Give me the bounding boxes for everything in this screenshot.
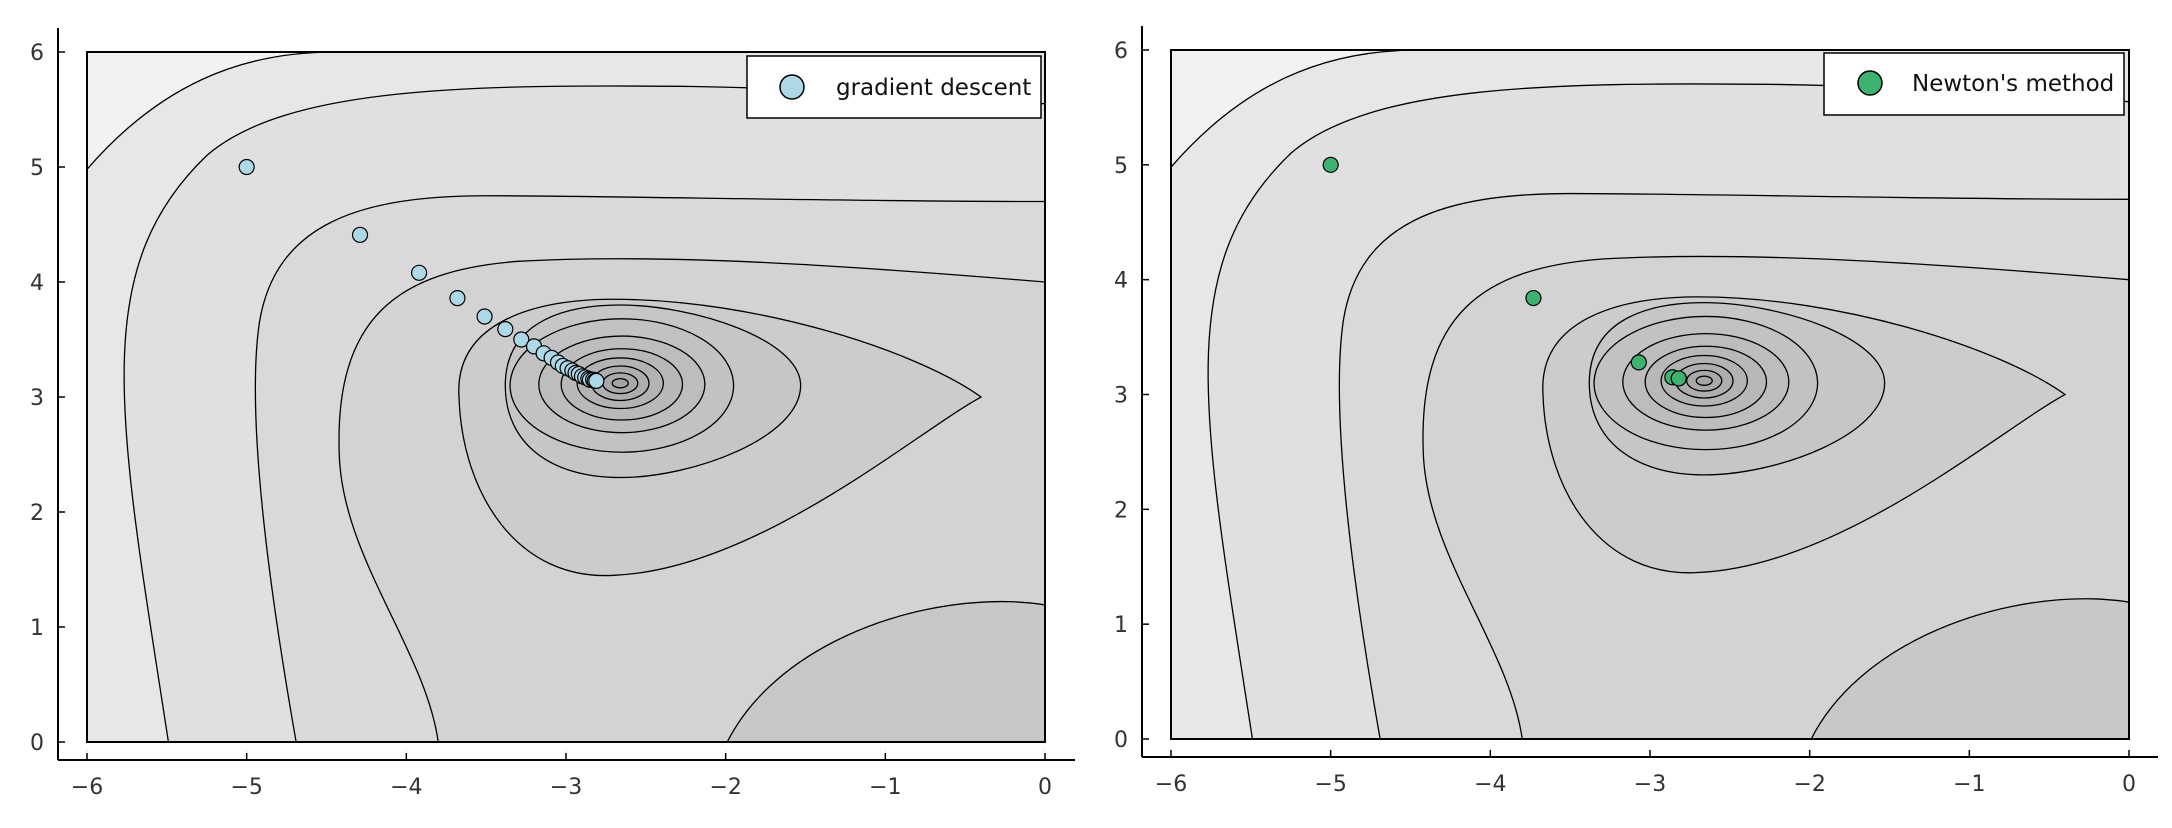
y-tick-label: 1 [1114, 613, 1128, 638]
data-point [588, 372, 605, 389]
y-tick-label: 5 [30, 156, 44, 181]
x-tick-label: −4 [1474, 772, 1506, 797]
contour-map [1171, 50, 2129, 739]
x-tick-label: −1 [1953, 772, 1985, 797]
data-point [1322, 156, 1339, 173]
data-point [513, 331, 530, 348]
axis-ticks: −6 −5 −4 −3 −2 −1 0 0 1 2 3 4 5 6 [1114, 39, 2136, 797]
x-tick-label: −5 [230, 775, 262, 800]
legend-label: Newton's method [1912, 71, 2114, 97]
contour-ring-8 [612, 379, 628, 388]
x-tick-label: −3 [550, 775, 582, 800]
y-tick-label: 1 [30, 616, 44, 641]
x-tick-label: −4 [390, 775, 422, 800]
x-tick-label: −3 [1634, 772, 1666, 797]
y-tick-label: 6 [1114, 39, 1128, 64]
y-tick-label: 4 [1114, 269, 1128, 294]
y-tick-label: 5 [1114, 154, 1128, 179]
y-tick-label: 0 [30, 731, 44, 756]
data-point [411, 264, 428, 281]
legend-marker [779, 74, 805, 100]
contour-band-6 [1811, 599, 2129, 739]
gradient-descent-plot: −6 −5 −4 −3 −2 −1 0 0 1 2 3 4 5 6 gradient descent [30, 28, 1075, 800]
data-point [238, 158, 255, 176]
plot-area-border [1170, 49, 2130, 740]
y-tick-label: 3 [30, 386, 44, 411]
x-tick-label: −6 [71, 775, 103, 800]
data-point [1670, 370, 1687, 387]
newtons-method-plot: −6 −5 −4 −3 −2 −1 0 0 1 2 3 4 5 6 Newton's method [1114, 26, 2158, 797]
data-point [1525, 289, 1542, 307]
data-point [476, 308, 493, 325]
x-tick-label: 0 [2122, 772, 2136, 797]
legend: Newton's method [1823, 52, 2125, 116]
x-tick-label: −2 [709, 775, 741, 800]
contour-map [87, 52, 1045, 742]
gradient-descent-series [238, 158, 605, 389]
x-tick-label: −5 [1314, 772, 1346, 797]
y-tick-label: 0 [1114, 728, 1128, 753]
y-tick-label: 3 [1114, 384, 1128, 409]
data-point [497, 321, 514, 338]
legend-marker [1857, 70, 1883, 96]
newtons-method-series [1322, 156, 1687, 387]
x-tick-label: −6 [1155, 772, 1187, 797]
axis-ticks: −6 −5 −4 −3 −2 −1 0 0 1 2 3 4 5 6 [30, 41, 1052, 800]
plot-area-border [86, 51, 1046, 743]
y-tick-label: 2 [1114, 498, 1128, 523]
data-point [449, 290, 466, 307]
x-tick-label: 0 [1038, 775, 1052, 800]
x-tick-label: −1 [869, 775, 901, 800]
data-point [1630, 354, 1647, 371]
y-tick-label: 2 [30, 501, 44, 526]
contour-band-6 [727, 602, 1045, 742]
contour-ring-8 [1696, 376, 1712, 385]
legend-label: gradient descent [836, 75, 1031, 101]
y-tick-label: 4 [30, 271, 44, 296]
x-tick-label: −2 [1793, 772, 1825, 797]
legend: gradient descent [746, 55, 1042, 119]
data-point [351, 226, 369, 243]
y-tick-label: 6 [30, 41, 44, 66]
